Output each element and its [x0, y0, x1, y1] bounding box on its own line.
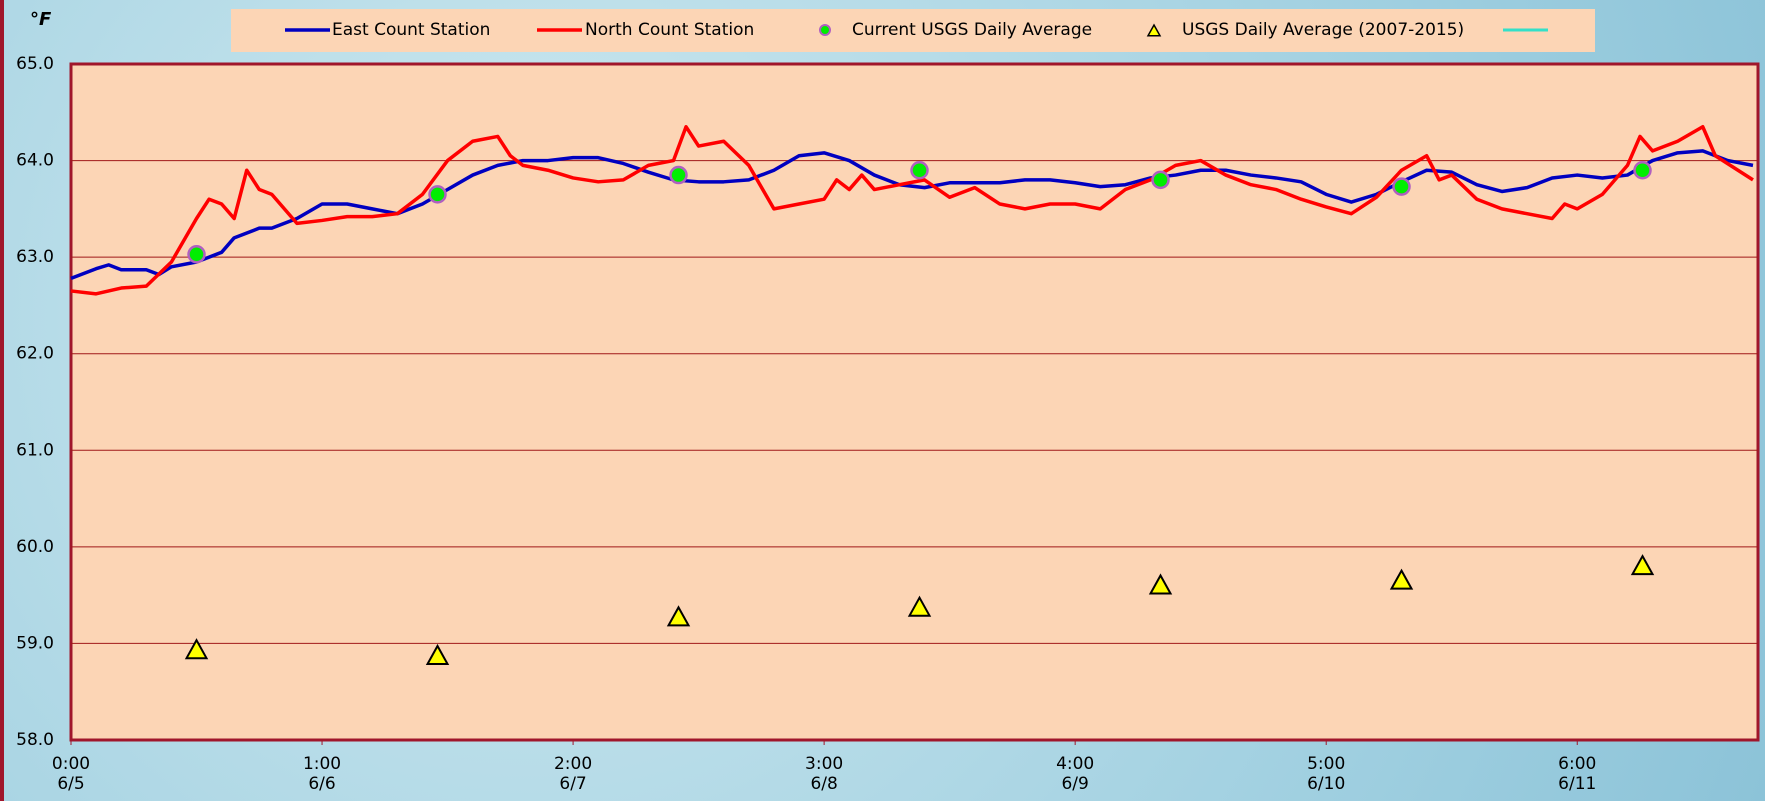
x-tick-label: 4:00 6/9 [1056, 754, 1095, 794]
y-axis-label: °F [30, 9, 52, 30]
x-tick-label: 1:00 6/6 [302, 754, 342, 794]
x-tick-label: 3:00 6/8 [805, 754, 844, 794]
x-tick-label: 6:00 6/11 [1558, 754, 1597, 794]
marker [425, 643, 450, 665]
frame-edge [0, 0, 4, 801]
marker [910, 160, 929, 180]
x-tick-label: 2:00 6/7 [553, 754, 593, 794]
legend-swatch [819, 24, 831, 36]
marker [1148, 573, 1173, 595]
line [70, 125, 1754, 296]
marker [187, 244, 206, 264]
y-tick-label: 64.0 [16, 151, 54, 171]
legend-label: East Count Station [332, 20, 490, 40]
legend-label: USGS Daily Average (2007-2015) [1182, 20, 1464, 40]
y-tick-label: 60.0 [16, 537, 54, 557]
x-tick-label: 5:00 6/10 [1307, 754, 1346, 794]
marker [428, 185, 447, 204]
marker [666, 605, 691, 627]
y-tick-label: 61.0 [16, 440, 54, 460]
legend-label: Current USGS Daily Average [852, 20, 1092, 40]
marker [184, 638, 209, 660]
marker [1392, 177, 1411, 196]
marker [907, 595, 932, 617]
marker [669, 165, 688, 185]
x-tick-label: 0:00 6/5 [51, 754, 91, 794]
marker [1151, 170, 1170, 190]
y-tick-label: 59.0 [16, 633, 54, 653]
legend-label: North Count Station [585, 20, 754, 40]
y-tick-label: 58.0 [16, 730, 54, 750]
y-tick-label: 65.0 [16, 54, 54, 74]
legend-swatch [1146, 23, 1162, 37]
marker [1389, 568, 1414, 590]
marker [1630, 554, 1655, 576]
y-tick-label: 62.0 [16, 344, 54, 364]
line [70, 149, 1754, 281]
y-tick-label: 63.0 [16, 247, 54, 267]
marker [1633, 160, 1652, 180]
legend-box [231, 9, 1595, 52]
